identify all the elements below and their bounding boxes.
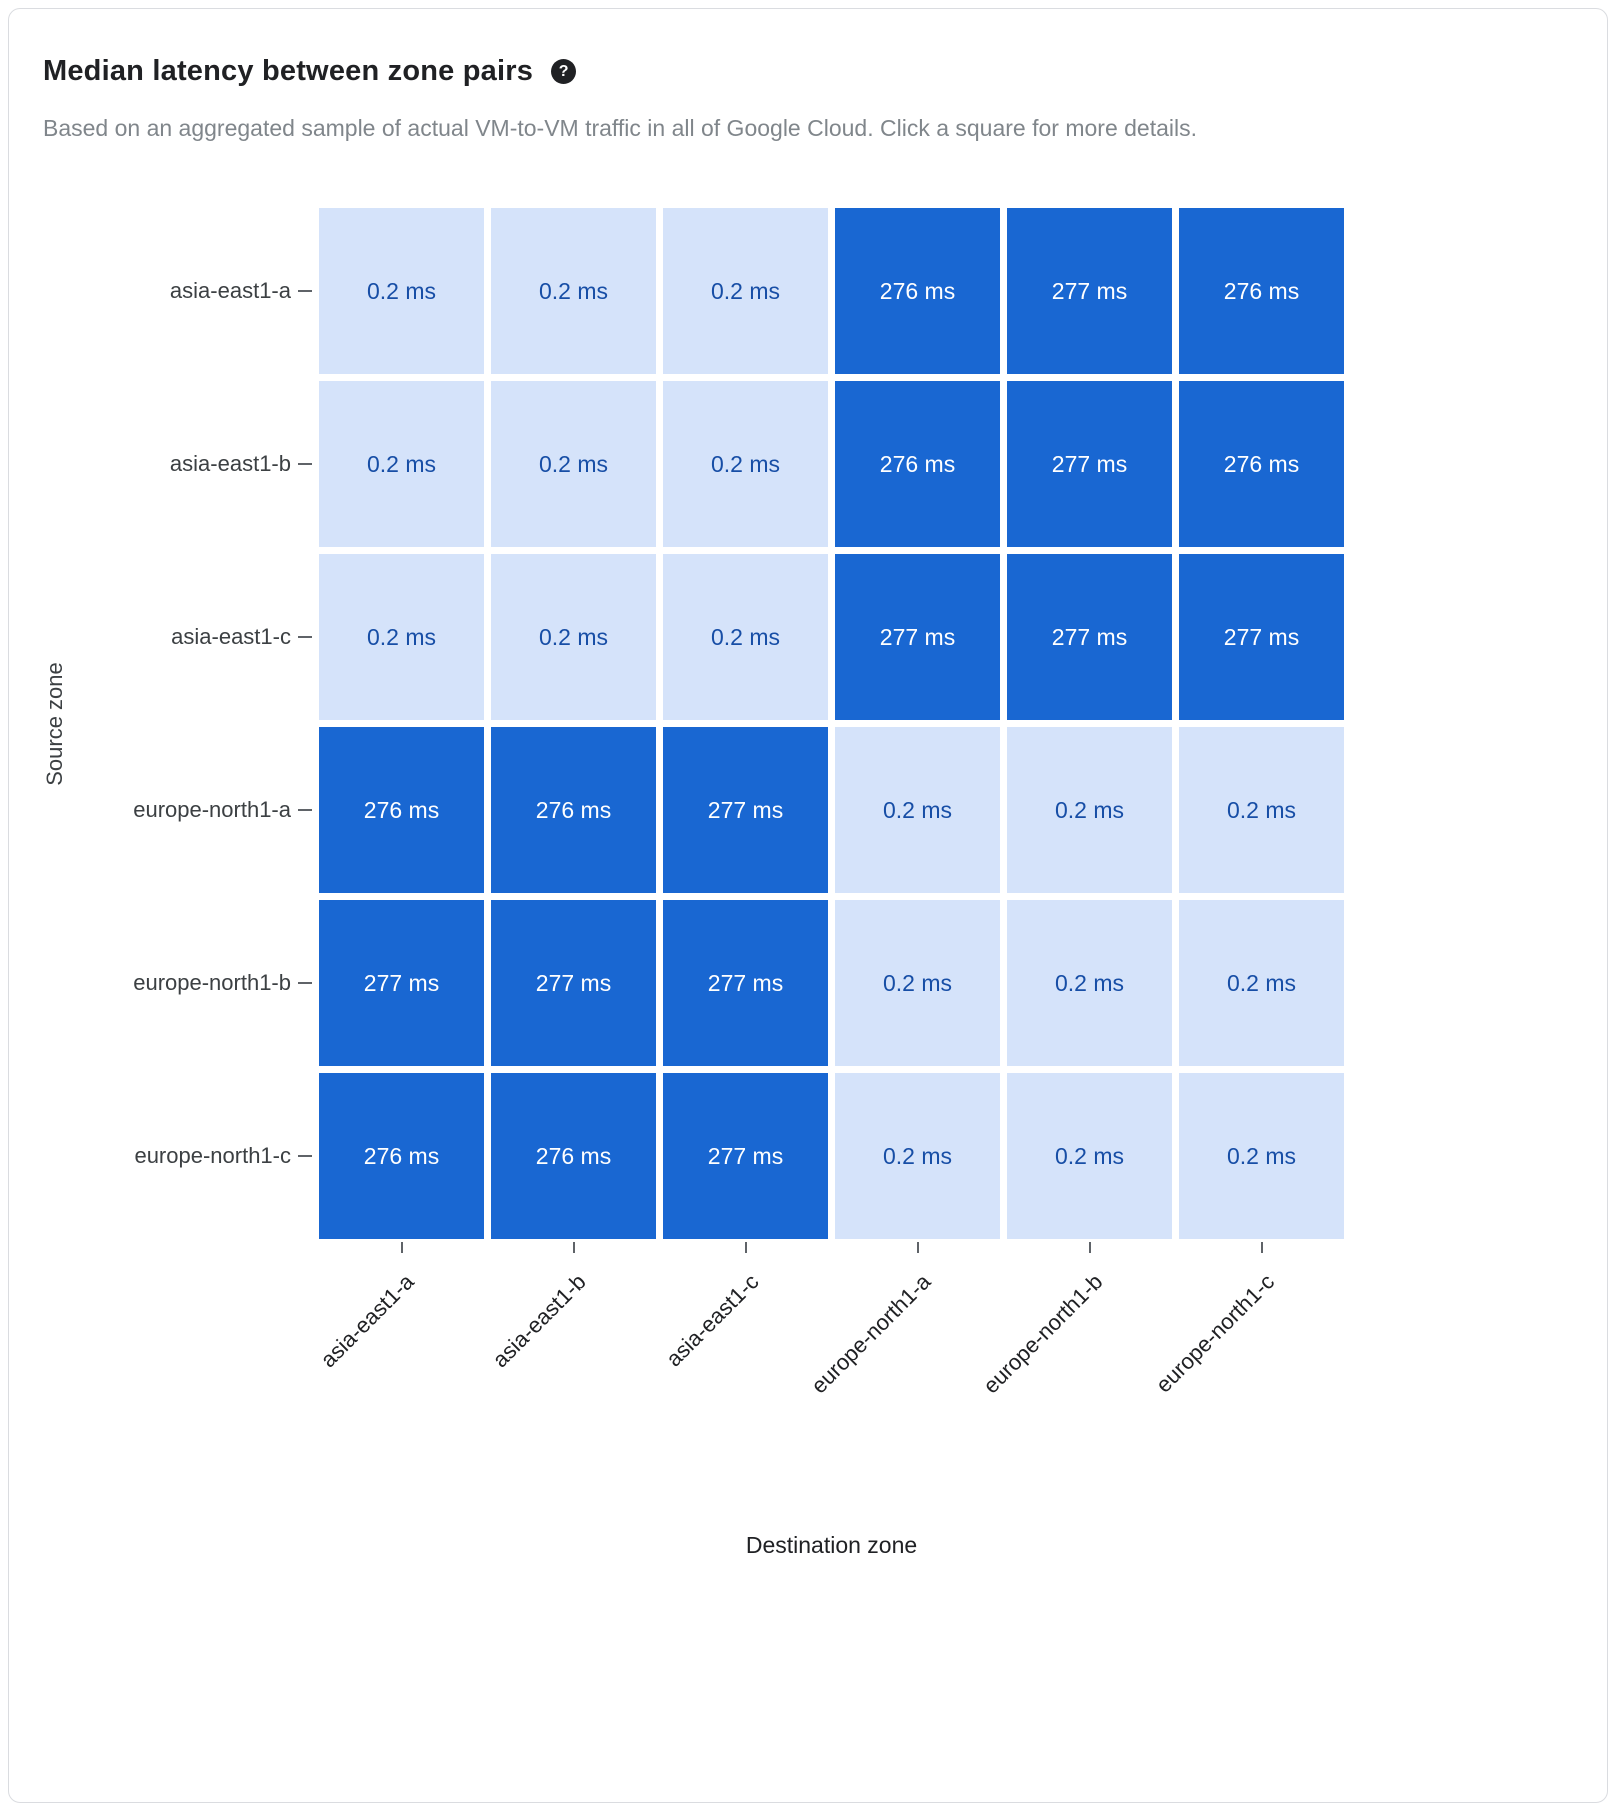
- heatmap-cell[interactable]: 276 ms: [1179, 381, 1344, 547]
- heatmap-cell[interactable]: 0.2 ms: [663, 381, 828, 547]
- heatmap-column: europe-north1-a: [806, 1239, 1000, 1444]
- row-label: europe-north1-b: [133, 970, 291, 995]
- col-tick: [400, 1242, 403, 1253]
- y-axis-label: Source zone: [42, 662, 67, 786]
- heatmap-cell[interactable]: 0.2 ms: [663, 208, 828, 374]
- row-label: asia-east1-a: [169, 278, 291, 303]
- col-label: asia-east1-a: [315, 1269, 420, 1373]
- heatmap-cell[interactable]: 0.2 ms: [835, 1073, 1000, 1239]
- col-tick: [572, 1242, 575, 1253]
- heatmap-rows: asia-east1-a 0.2 ms 0.2 ms 0.2 ms 276 ms 277 …: [9, 208, 1607, 1239]
- card-header: Median latency between zone pairs ? Base…: [9, 9, 1607, 142]
- heatmap-cell[interactable]: 276 ms: [835, 208, 1000, 374]
- heatmap-cell[interactable]: 0.2 ms: [491, 554, 656, 720]
- heatmap-cell[interactable]: 277 ms: [1007, 381, 1172, 547]
- heatmap-cell[interactable]: 0.2 ms: [1179, 727, 1344, 893]
- row-label: asia-east1-c: [171, 624, 291, 649]
- latency-card: Median latency between zone pairs ? Base…: [8, 8, 1608, 1803]
- heatmap-cell[interactable]: 276 ms: [1179, 208, 1344, 374]
- card-subtitle: Based on an aggregated sample of actual …: [43, 115, 1197, 141]
- heatmap-column: asia-east1-c: [660, 1239, 828, 1444]
- col-label: asia-east1-c: [660, 1269, 764, 1372]
- heatmap-cell[interactable]: 0.2 ms: [1007, 900, 1172, 1066]
- col-tick: [916, 1242, 919, 1253]
- heatmap-cell[interactable]: 276 ms: [835, 381, 1000, 547]
- heatmap-cell[interactable]: 277 ms: [663, 900, 828, 1066]
- heatmap-cell[interactable]: 0.2 ms: [1007, 727, 1172, 893]
- heatmap-cell[interactable]: 0.2 ms: [319, 208, 484, 374]
- heatmap-cell[interactable]: 0.2 ms: [491, 381, 656, 547]
- heatmap-column: europe-north1-b: [978, 1239, 1172, 1444]
- heatmap-row: asia-east1-c 0.2 ms 0.2 ms 0.2 ms 277 ms 277 …: [9, 554, 1607, 720]
- heatmap-cell[interactable]: 277 ms: [319, 900, 484, 1066]
- row-tick: [298, 636, 312, 638]
- heatmap-cell[interactable]: 0.2 ms: [835, 900, 1000, 1066]
- heatmap-cell[interactable]: 276 ms: [319, 1073, 484, 1239]
- heatmap-cell[interactable]: 277 ms: [491, 900, 656, 1066]
- heatmap-cell[interactable]: 276 ms: [319, 727, 484, 893]
- heatmap-cell[interactable]: 0.2 ms: [663, 554, 828, 720]
- heatmap-row: asia-east1-b 0.2 ms 0.2 ms 0.2 ms 276 ms 277 …: [9, 381, 1607, 547]
- heatmap-cell[interactable]: 277 ms: [835, 554, 1000, 720]
- row-label: europe-north1-a: [133, 797, 291, 822]
- row-label: europe-north1-c: [134, 1143, 291, 1168]
- row-tick: [298, 809, 312, 811]
- heatmap-row: europe-north1-a 276 ms 276 ms 277 ms 0.2 ms 0…: [9, 727, 1607, 893]
- heatmap-cell[interactable]: 277 ms: [663, 1073, 828, 1239]
- heatmap-cell[interactable]: 277 ms: [663, 727, 828, 893]
- row-tick: [298, 982, 312, 984]
- heatmap-cell[interactable]: 277 ms: [1007, 554, 1172, 720]
- heatmap-cell[interactable]: 276 ms: [491, 1073, 656, 1239]
- row-tick: [298, 290, 312, 292]
- page-title: Median latency between zone pairs: [43, 55, 534, 87]
- heatmap-cell[interactable]: 0.2 ms: [1179, 900, 1344, 1066]
- heatmap-row: europe-north1-c 276 ms 276 ms 277 ms 0.2 ms 0…: [9, 1073, 1607, 1239]
- row-label: asia-east1-b: [169, 451, 291, 476]
- heatmap-cell[interactable]: 0.2 ms: [491, 208, 656, 374]
- heatmap-col-labels: asia-east1-a asia-east1-b asia-east1-c euro…: [315, 1239, 1607, 1444]
- heatmap-cell[interactable]: 0.2 ms: [319, 381, 484, 547]
- col-tick: [1260, 1242, 1263, 1253]
- heatmap-cell[interactable]: 0.2 ms: [1179, 1073, 1344, 1239]
- col-label: asia-east1-b: [487, 1269, 592, 1373]
- help-icon[interactable]: ?: [551, 59, 577, 84]
- latency-heatmap: Source zone asia-east1-a 0.2 ms 0.2 ms 0.2 …: [9, 208, 1607, 1559]
- row-tick: [298, 1155, 312, 1157]
- heatmap-cell[interactable]: 0.2 ms: [1007, 1073, 1172, 1239]
- heatmap-cell[interactable]: 276 ms: [491, 727, 656, 893]
- heatmap-column: asia-east1-b: [487, 1239, 656, 1444]
- x-axis-label: Destination zone: [745, 1532, 918, 1558]
- heatmap-column: europe-north1-c: [1151, 1239, 1344, 1444]
- heatmap-cell[interactable]: 0.2 ms: [835, 727, 1000, 893]
- row-tick: [298, 463, 312, 465]
- heatmap-cell[interactable]: 277 ms: [1179, 554, 1344, 720]
- col-tick: [744, 1242, 747, 1253]
- heatmap-cell[interactable]: 277 ms: [1007, 208, 1172, 374]
- heatmap-cell[interactable]: 0.2 ms: [319, 554, 484, 720]
- heatmap-row: europe-north1-b 277 ms 277 ms 277 ms 0.2 ms 0…: [9, 900, 1607, 1066]
- col-tick: [1088, 1242, 1091, 1253]
- heatmap-row: asia-east1-a 0.2 ms 0.2 ms 0.2 ms 276 ms 277 …: [9, 208, 1607, 374]
- heatmap-column: asia-east1-a: [315, 1239, 484, 1444]
